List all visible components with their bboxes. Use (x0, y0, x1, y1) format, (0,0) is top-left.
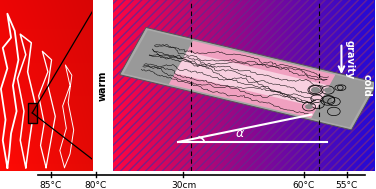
Text: 80°C: 80°C (85, 181, 107, 189)
Circle shape (311, 87, 320, 93)
Circle shape (324, 88, 332, 93)
Circle shape (305, 104, 313, 109)
Text: warm: warm (97, 70, 108, 101)
Text: 55°C: 55°C (335, 181, 358, 189)
Polygon shape (175, 52, 329, 107)
Polygon shape (169, 41, 335, 118)
Text: cold: cold (361, 74, 371, 97)
Circle shape (324, 98, 332, 103)
Text: α: α (236, 127, 244, 140)
Text: 60°C: 60°C (293, 181, 315, 189)
Text: 30cm: 30cm (171, 181, 196, 189)
Polygon shape (124, 30, 193, 84)
Bar (28, 103, 37, 123)
Circle shape (312, 87, 319, 92)
Polygon shape (311, 75, 374, 127)
Polygon shape (120, 27, 376, 130)
Text: 85°C: 85°C (39, 181, 62, 189)
Text: gravity: gravity (344, 40, 354, 80)
